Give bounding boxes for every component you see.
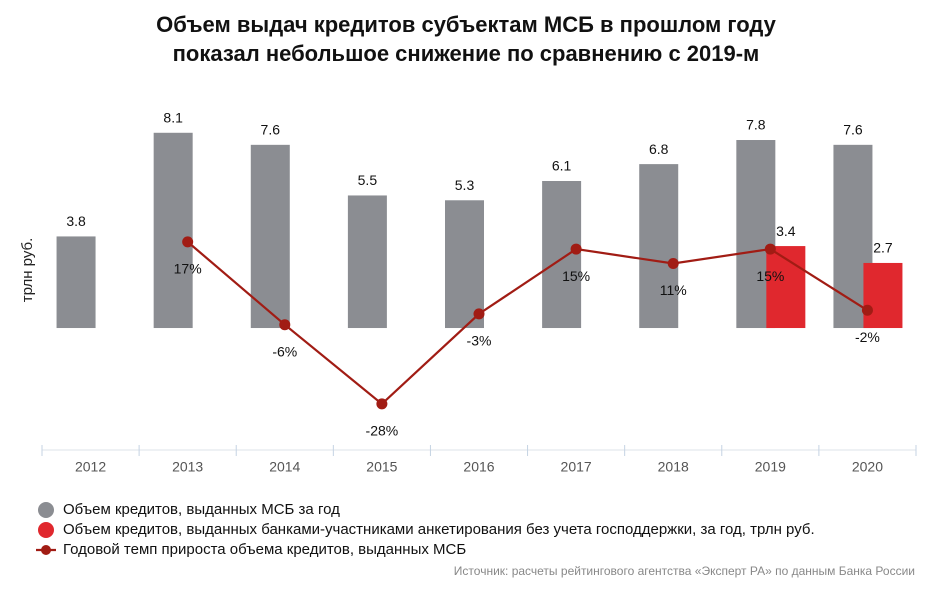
chart-title: показал небольшое снижение по сравнению …: [173, 41, 760, 66]
chart-title: Объем выдач кредитов субъектам МСБ в про…: [156, 12, 777, 37]
value-label: 5.3: [455, 177, 475, 193]
x-tick-label: 2012: [75, 459, 106, 475]
value-label: -2%: [855, 329, 880, 345]
legend-label: Объем кредитов, выданных МСБ за год: [63, 501, 340, 518]
line-point: [861, 304, 873, 316]
value-label: -3%: [467, 333, 492, 349]
line-point: [473, 308, 485, 320]
line-point: [764, 243, 776, 255]
bar: [347, 195, 387, 329]
value-label: 17%: [174, 261, 202, 277]
legend-marker: [38, 502, 54, 518]
value-label: 11%: [660, 282, 687, 298]
value-label: -28%: [366, 423, 399, 439]
value-label: 15%: [756, 268, 784, 284]
legend-marker: [38, 522, 54, 538]
line-point: [570, 243, 582, 255]
bar: [250, 144, 290, 329]
value-label: 3.8: [66, 213, 86, 229]
bar: [542, 180, 582, 329]
value-label: 7.8: [746, 117, 766, 133]
bar: [153, 132, 193, 329]
bar: [56, 236, 96, 329]
value-label: 15%: [562, 268, 590, 284]
x-tick-label: 2017: [561, 459, 592, 475]
bar: [863, 262, 903, 329]
y-axis-label: трлн руб.: [19, 238, 36, 303]
value-label: 7.6: [843, 122, 863, 138]
line-point: [376, 398, 388, 410]
legend-marker: [41, 545, 51, 555]
value-label: 6.8: [649, 141, 669, 157]
x-tick-label: 2013: [172, 459, 203, 475]
x-tick-label: 2018: [658, 459, 689, 475]
x-tick-label: 2020: [852, 459, 883, 475]
source: Источник: расчеты рейтингового агентства…: [454, 564, 915, 578]
value-label: 7.6: [261, 122, 281, 138]
value-label: 2.7: [873, 240, 893, 256]
bar: [639, 164, 679, 329]
x-tick-label: 2014: [269, 459, 300, 475]
value-label: 8.1: [163, 109, 183, 125]
value-label: 5.5: [358, 172, 378, 188]
line: [186, 241, 869, 406]
legend-label: Объем кредитов, выданных банками-участни…: [63, 521, 815, 538]
value-label: 6.1: [552, 158, 572, 174]
x-tick-label: 2016: [463, 459, 494, 475]
value-label: 3.4: [776, 223, 796, 239]
line-point: [279, 319, 291, 331]
line-point: [182, 236, 194, 248]
legend-label: Годовой темп прироста объема кредитов, в…: [63, 541, 466, 558]
bar: [445, 200, 484, 329]
line-point: [667, 257, 679, 269]
x-tick-label: 2015: [366, 459, 397, 475]
x-tick-label: 2019: [755, 459, 786, 475]
value-label: -6%: [272, 343, 297, 359]
